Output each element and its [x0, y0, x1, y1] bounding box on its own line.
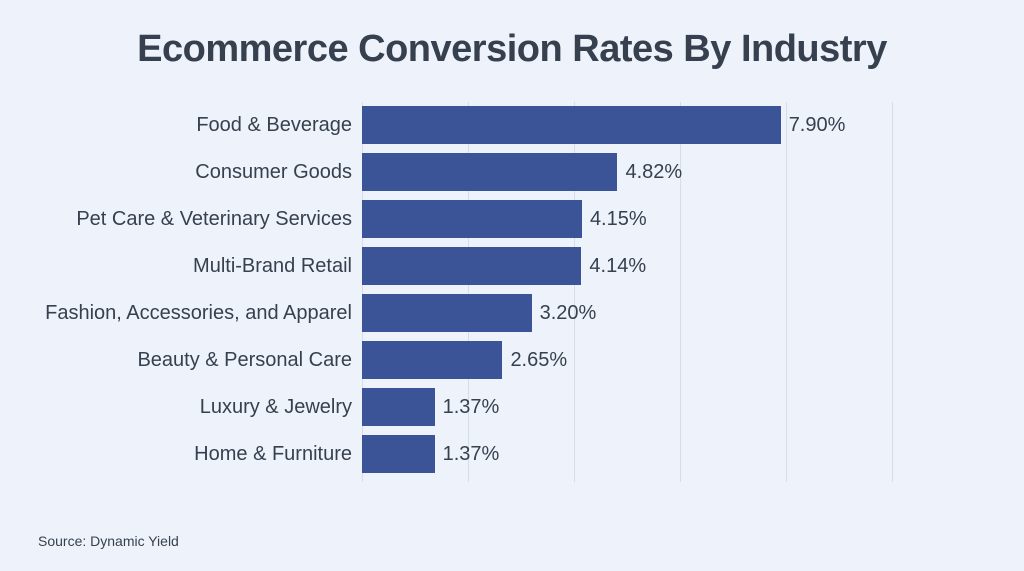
- category-label: Food & Beverage: [196, 114, 362, 137]
- bar-row: Food & Beverage7.90%: [362, 106, 892, 144]
- bar-row: Home & Furniture1.37%: [362, 435, 892, 473]
- category-label: Multi-Brand Retail: [193, 255, 362, 278]
- bar: [362, 106, 781, 144]
- category-label: Luxury & Jewelry: [200, 396, 362, 419]
- category-label: Consumer Goods: [195, 161, 362, 184]
- bar-row: Beauty & Personal Care2.65%: [362, 341, 892, 379]
- bar: [362, 200, 582, 238]
- bar-row: Consumer Goods4.82%: [362, 153, 892, 191]
- gridline: [892, 102, 893, 482]
- source-label: Source: Dynamic Yield: [38, 533, 179, 549]
- value-label: 7.90%: [781, 114, 846, 137]
- value-label: 1.37%: [435, 443, 500, 466]
- bar: [362, 294, 532, 332]
- category-label: Fashion, Accessories, and Apparel: [45, 302, 362, 325]
- bar: [362, 247, 581, 285]
- value-label: 2.65%: [502, 349, 567, 372]
- chart-page: Ecommerce Conversion Rates By Industry F…: [0, 0, 1024, 571]
- chart-plot: Food & Beverage7.90% Consumer Goods4.82% P…: [362, 102, 892, 482]
- bar-row: Pet Care & Veterinary Services4.15%: [362, 200, 892, 238]
- bar: [362, 435, 435, 473]
- bar: [362, 341, 502, 379]
- bar: [362, 388, 435, 426]
- chart-area: Food & Beverage7.90%Consumer Goods4.82%P…: [0, 102, 1024, 482]
- value-label: 1.37%: [435, 396, 500, 419]
- category-label: Beauty & Personal Care: [137, 349, 362, 372]
- bar-row: Fashion, Accessories, and Apparel3.20%: [362, 294, 892, 332]
- chart-title: Ecommerce Conversion Rates By Industry: [0, 28, 1024, 71]
- value-label: 4.82%: [617, 161, 682, 184]
- bar: [362, 153, 617, 191]
- category-label: Home & Furniture: [194, 443, 362, 466]
- bar-row: Multi-Brand Retail4.14%: [362, 247, 892, 285]
- value-label: 4.15%: [582, 208, 647, 231]
- value-label: 3.20%: [532, 302, 597, 325]
- bar-row: Luxury & Jewelry1.37%: [362, 388, 892, 426]
- value-label: 4.14%: [581, 255, 646, 278]
- category-label: Pet Care & Veterinary Services: [76, 208, 362, 231]
